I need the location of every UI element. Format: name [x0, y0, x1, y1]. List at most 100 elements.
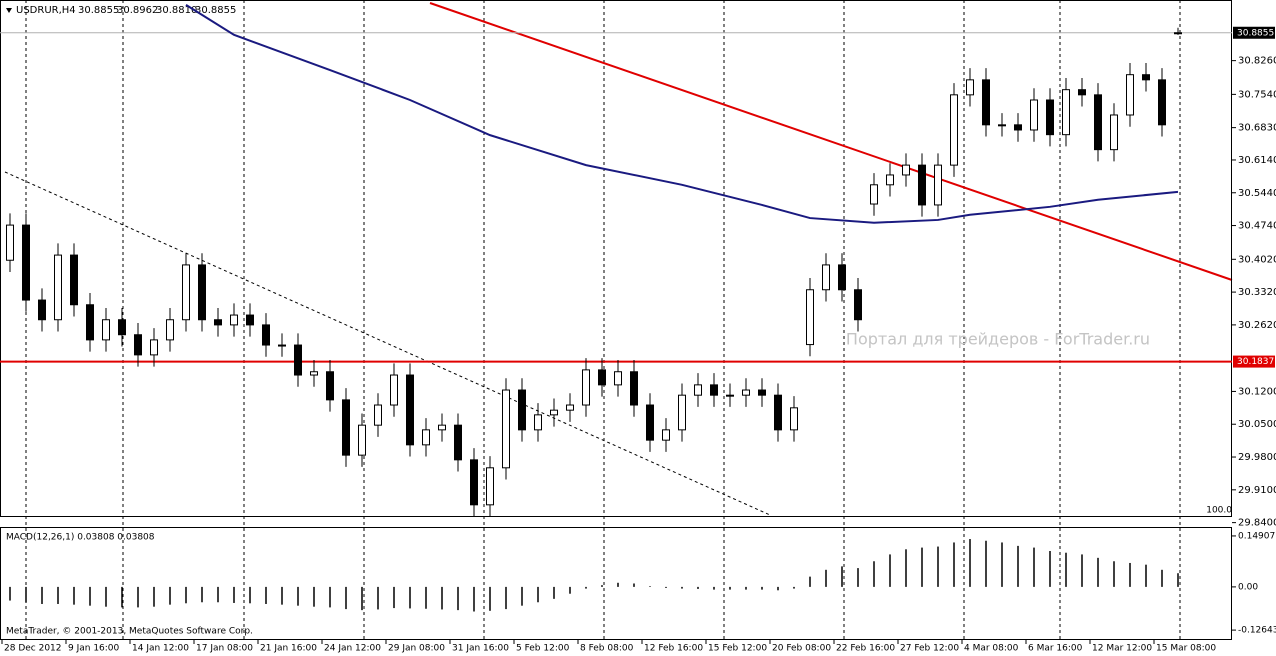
- y-tick-label: 29.9800: [1238, 452, 1276, 463]
- scale-label: 100.0: [1206, 506, 1232, 516]
- macd-title: MACD(12,26,1) 0.03808 0.03808: [6, 533, 155, 543]
- candle-body: [918, 164, 926, 206]
- copyright: MetaTrader, © 2001-2013, MetaQuotes Soft…: [6, 627, 253, 637]
- candle-body: [230, 314, 238, 326]
- watermark: Портал для трейдеров - ForTrader.ru: [846, 330, 1150, 349]
- y-tick-label: 30.2620: [1238, 320, 1276, 331]
- candle-body: [86, 304, 94, 341]
- candle-body: [1030, 99, 1038, 131]
- symbol-title: USDRUR,H4: [16, 5, 76, 16]
- candle-body: [694, 384, 702, 396]
- candle-body: [598, 369, 606, 386]
- x-tick-label: 22 Feb 16:00: [836, 644, 895, 654]
- y-tick-label: 29.9100: [1238, 485, 1276, 496]
- y-tick-label: 30.4020: [1238, 254, 1276, 265]
- x-tick-label: 17 Jan 08:00: [196, 644, 253, 654]
- x-tick-label: 24 Jan 12:00: [324, 644, 381, 654]
- x-tick-label: 31 Jan 16:00: [452, 644, 509, 654]
- candle-body: [1062, 89, 1070, 136]
- candle-body: [22, 224, 30, 301]
- candle-body: [646, 404, 654, 441]
- quote-open: 30.8855: [78, 5, 119, 16]
- y-tick-label: 30.1200: [1238, 386, 1276, 397]
- macd-y-tick-label: 0.14907: [1238, 531, 1275, 541]
- y-tick-label: 30.6830: [1238, 123, 1276, 134]
- candle-body: [566, 404, 574, 411]
- candle-body: [118, 319, 126, 336]
- candle-body: [758, 389, 766, 396]
- quote-low: 30.8810: [156, 5, 197, 16]
- x-tick-label: 5 Feb 12:00: [516, 644, 570, 654]
- candle-body: [662, 429, 670, 441]
- candle-body: [790, 407, 798, 431]
- y-tick-label: 30.3320: [1238, 287, 1276, 298]
- candle-body: [950, 94, 958, 166]
- candle-body: [998, 124, 1006, 127]
- candle-body: [470, 459, 478, 506]
- candle-body: [310, 371, 318, 376]
- macd-y-tick-label: -0.12643: [1238, 626, 1276, 636]
- candle-body: [822, 264, 830, 291]
- last-price-label: 30.8855: [1237, 28, 1274, 38]
- candle-body: [902, 164, 910, 176]
- candle-body: [1110, 114, 1118, 151]
- candle-body: [742, 389, 750, 396]
- candle-body: [1158, 79, 1166, 126]
- trendline: [429, 2, 1233, 281]
- x-tick-label: 20 Feb 08:00: [772, 644, 831, 654]
- x-tick-label: 29 Jan 08:00: [388, 644, 445, 654]
- y-tick-label: 29.8400: [1238, 518, 1276, 529]
- candle-body: [326, 371, 334, 401]
- candle-body: [678, 394, 686, 431]
- x-tick-label: 12 Mar 12:00: [1092, 644, 1152, 654]
- candle-body: [6, 224, 14, 261]
- candle-body: [278, 344, 286, 347]
- candle-body: [502, 389, 510, 469]
- x-tick-label: 9 Jan 16:00: [68, 644, 120, 654]
- candle-body: [806, 289, 814, 346]
- candle-body: [70, 254, 78, 306]
- candle-body: [710, 384, 718, 396]
- x-tick-label: 12 Feb 16:00: [644, 644, 703, 654]
- candle-body: [934, 164, 942, 206]
- x-tick-label: 15 Feb 12:00: [708, 644, 767, 654]
- y-tick-label: 30.6140: [1238, 155, 1276, 166]
- candle-body: [374, 404, 382, 426]
- x-tick-label: 6 Mar 16:00: [1028, 644, 1083, 654]
- candle-body: [1142, 74, 1150, 81]
- candle-body: [534, 414, 542, 431]
- candle-body: [198, 264, 206, 321]
- candle-body: [886, 174, 894, 186]
- x-tick-label: 27 Feb 12:00: [900, 644, 959, 654]
- candle-body: [1126, 74, 1134, 116]
- y-tick-label: 30.4740: [1238, 221, 1276, 232]
- y-tick-label: 30.8260: [1238, 56, 1276, 67]
- price-panel-border: [0, 0, 1232, 517]
- candle-body: [870, 184, 878, 205]
- candle-body: [294, 344, 302, 376]
- y-tick-label: 30.0500: [1238, 419, 1276, 430]
- macd-panel-border: [0, 527, 1232, 640]
- collapse-icon: [6, 8, 12, 13]
- x-tick-label: 14 Jan 12:00: [132, 644, 189, 654]
- candle-body: [150, 339, 158, 356]
- x-tick-label: 15 Mar 08:00: [1156, 644, 1216, 654]
- candle-body: [262, 324, 270, 346]
- candle-body: [486, 467, 494, 506]
- level-label: 30.1837: [1237, 357, 1274, 367]
- candle-body: [550, 409, 558, 416]
- candle-body: [518, 389, 526, 431]
- candle-body: [182, 264, 190, 321]
- candle-body: [726, 394, 734, 397]
- candle-body: [214, 319, 222, 326]
- candle-body: [358, 424, 366, 456]
- trendline-dashed: [4, 171, 771, 516]
- candle-body: [854, 289, 862, 321]
- x-tick-label: 8 Feb 08:00: [580, 644, 634, 654]
- candle-body: [1014, 124, 1022, 131]
- candle-body: [406, 374, 414, 446]
- x-tick-label: 4 Mar 08:00: [964, 644, 1019, 654]
- candle-body: [246, 314, 254, 326]
